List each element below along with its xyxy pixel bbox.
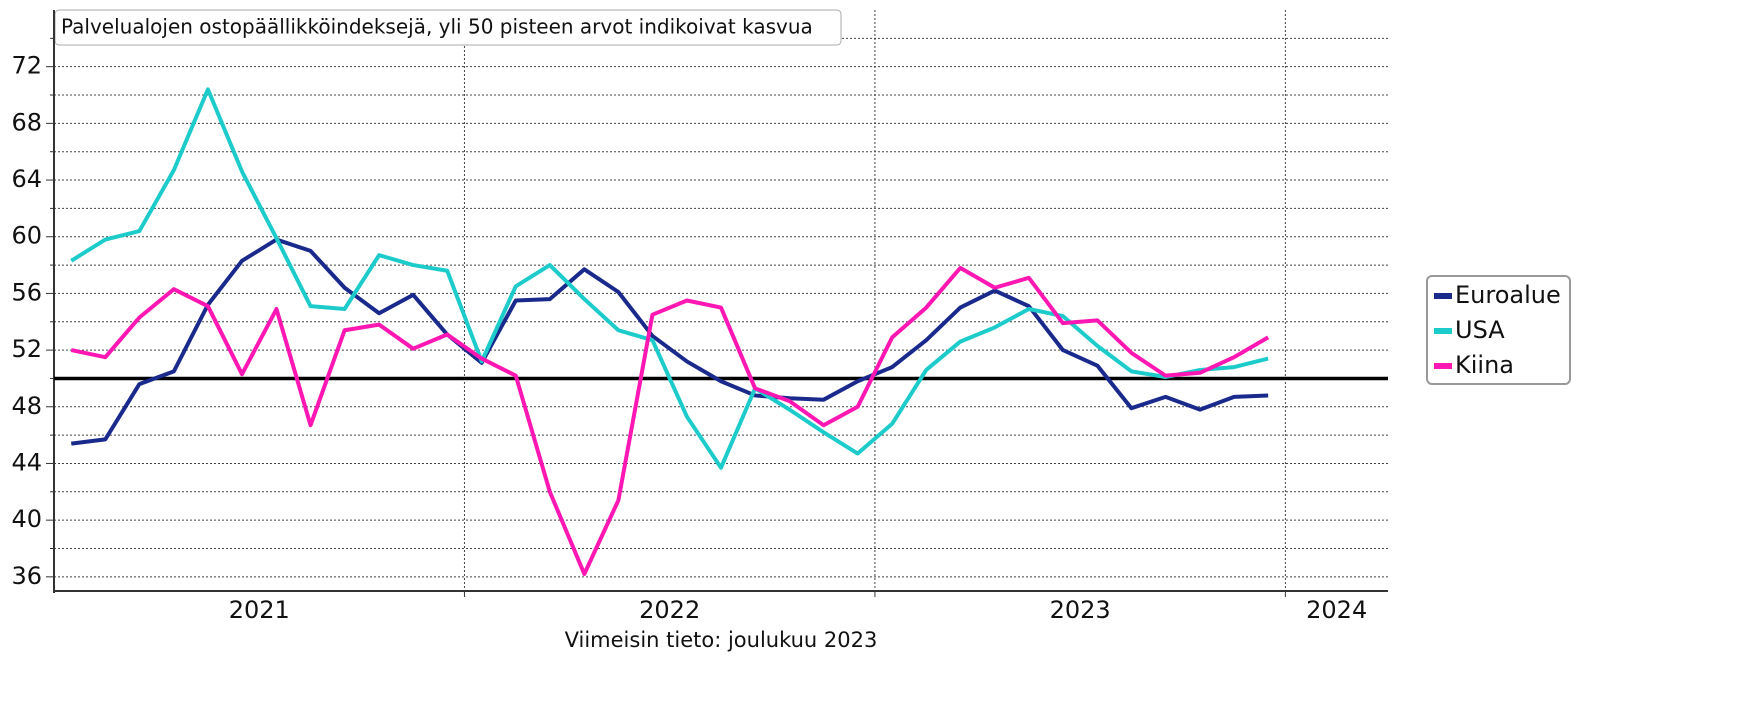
x-tick-label: 2024: [1306, 596, 1367, 624]
legend-box: [1426, 275, 1571, 385]
y-tick-label: 44: [11, 448, 42, 476]
legend-swatch: [1434, 293, 1452, 299]
y-tick-label: 72: [11, 52, 42, 80]
y-tick-label: 68: [11, 108, 42, 136]
legend-label: Euroalue: [1455, 281, 1561, 309]
legend-swatch: [1434, 363, 1452, 369]
y-tick-label: 56: [11, 278, 42, 306]
y-tick-label: 40: [11, 505, 42, 533]
y-tick-label: 64: [11, 165, 42, 193]
caption: Viimeisin tieto: joulukuu 2023: [565, 628, 878, 652]
series-line: [70, 237, 1269, 446]
y-tick-label: 48: [11, 392, 42, 420]
y-tick-label: 60: [11, 222, 42, 250]
y-tick-label: 52: [11, 335, 42, 363]
x-tick-label: 2022: [639, 596, 700, 624]
series-line: [70, 87, 1269, 470]
chart-title: Palvelualojen ostopäällikköindeksejä, yl…: [61, 15, 813, 39]
legend-label: Kiina: [1455, 351, 1514, 379]
series-line: [70, 265, 1270, 576]
y-tick-label: 36: [11, 562, 42, 590]
legend-label: USA: [1455, 316, 1505, 344]
legend-swatch: [1434, 328, 1452, 334]
x-tick-label: 2021: [229, 596, 290, 624]
x-tick-label: 2023: [1050, 596, 1111, 624]
